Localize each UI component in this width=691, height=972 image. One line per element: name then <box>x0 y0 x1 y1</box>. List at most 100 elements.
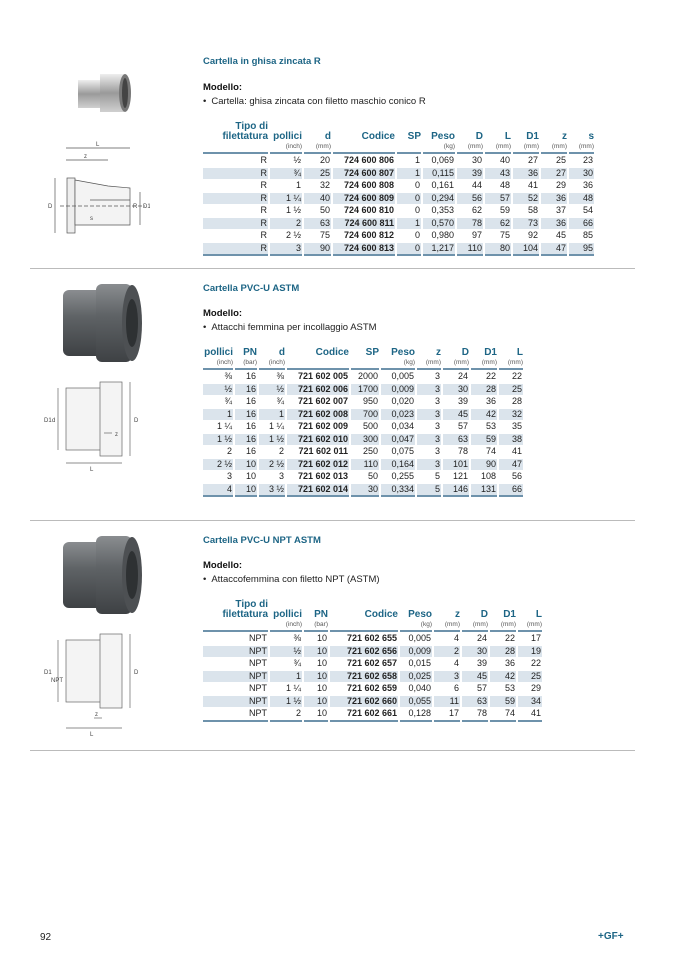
table-cell: 22 <box>504 633 515 643</box>
table-row: 2 ½ 10 2 ½ 721 602 012 110 0,164 3 101 90 47 <box>203 458 523 470</box>
table-cell: ¾ <box>293 658 301 668</box>
table-cell: NPT <box>249 683 267 693</box>
column-unit: (mm) <box>472 621 488 628</box>
table-cell: 50 <box>367 471 378 481</box>
dim-label: NPT <box>51 678 63 684</box>
table-cell: 95 <box>569 242 594 256</box>
table-cell: 2 <box>270 708 302 722</box>
column-unit: (bar) <box>314 621 328 628</box>
table-cell: 80 <box>485 242 511 256</box>
column-header: L (mm) <box>485 122 511 154</box>
product-code: 721 602 009 <box>297 421 348 431</box>
table-cell: 36 <box>504 658 515 668</box>
column-unit: (mm) <box>315 143 331 150</box>
table-cell: 1 ¼ <box>216 421 232 431</box>
table-cell: 36 <box>582 180 593 190</box>
table-cell: 0,334 <box>381 483 415 497</box>
table-cell: 90 <box>304 242 331 256</box>
table-cell: 3 <box>417 433 441 445</box>
table-cell: 0,353 <box>431 205 454 215</box>
table-row: NPT 2 10 721 602 661 0,128 17 78 74 41 <box>203 708 542 722</box>
table-row: 3 10 3 721 602 013 50 0,255 5 121 108 56 <box>203 471 523 483</box>
divider <box>30 750 635 751</box>
table-cell: 54 <box>582 205 593 215</box>
table-cell: 0,161 <box>431 180 454 190</box>
table-cell: 2 ½ <box>285 230 301 240</box>
table-cell: 110 <box>351 458 379 470</box>
column-label: Codice <box>364 609 398 620</box>
product-code: 724 600 811 <box>333 217 395 229</box>
column-header: pollici (inch) <box>270 600 302 632</box>
column-label: Tipo di filettatura <box>222 599 268 620</box>
column-unit: (inch) <box>268 359 285 366</box>
dim-label: D1 <box>44 670 52 676</box>
table-cell: NPT <box>203 645 268 657</box>
table-cell: 10 <box>304 708 328 722</box>
table-cell: 0,115 <box>423 167 455 179</box>
dim-label: d <box>52 418 55 424</box>
table-cell: 0,040 <box>408 683 431 693</box>
column-unit: (mm) <box>425 359 441 366</box>
technical-drawing-ghisa: L z D R D1 s <box>48 142 150 234</box>
product-code: 721 602 661 <box>330 708 398 722</box>
column-header: PN (bar) <box>304 600 328 632</box>
column-unit: (kg) <box>403 359 415 366</box>
table-cell: 30 <box>443 383 469 395</box>
column-label: L <box>504 131 511 142</box>
column-label: PN <box>243 347 257 358</box>
table-row: 2 16 2 721 602 011 250 0,075 3 78 74 41 <box>203 446 523 458</box>
table-cell: 36 <box>541 217 567 229</box>
table-cell: 3 <box>417 458 441 470</box>
table-cell: 4 <box>453 633 459 643</box>
column-label: D1 <box>526 131 539 142</box>
table-cell: 78 <box>457 446 468 456</box>
column-unit <box>333 142 395 151</box>
column-header: d (mm) <box>304 122 331 154</box>
table-cell: 97 <box>471 230 482 240</box>
column-unit: (inch) <box>285 143 302 150</box>
table-cell: 4 <box>453 658 459 668</box>
column-label: pollici <box>204 347 233 358</box>
table-cell: 25 <box>304 167 331 179</box>
table-cell: 0,164 <box>381 458 415 470</box>
column-unit: (mm) <box>551 143 567 150</box>
column-header: PN (bar) <box>235 348 257 370</box>
product-code: 721 602 658 <box>330 670 398 682</box>
table-cell: 32 <box>499 408 523 420</box>
table-cell: NPT <box>249 658 267 668</box>
section-title: Cartella in ghisa zincata R <box>203 56 321 67</box>
table-row: ¾ 16 ¾ 721 602 007 950 0,020 3 39 36 28 <box>203 396 523 408</box>
table-cell: ⅜ <box>224 371 232 381</box>
table-cell: 2 <box>226 446 232 456</box>
table-cell: ½ <box>203 383 233 395</box>
table-cell: 3 ½ <box>259 483 285 497</box>
table-cell: 0,020 <box>391 396 414 406</box>
column-unit <box>397 142 421 151</box>
column-unit: (mm) <box>500 621 516 628</box>
column-label: D1 <box>484 347 497 358</box>
column-label: L <box>535 609 542 620</box>
dim-label: L <box>90 467 94 473</box>
table-row: NPT 1 ½ 10 721 602 660 0,055 11 63 59 34 <box>203 695 542 707</box>
column-header: z (mm) <box>417 348 441 370</box>
dim-label: z <box>95 712 98 718</box>
table-cell: 35 <box>511 421 522 431</box>
table-cell: 10 <box>316 683 327 693</box>
product-code: 724 600 813 <box>333 242 395 256</box>
column-unit <box>351 358 379 367</box>
column-unit: (kg) <box>443 143 455 150</box>
table-row: 1 ¼ 16 1 ¼ 721 602 009 500 0,034 3 57 53 35 <box>203 421 523 433</box>
table-cell: 40 <box>304 192 331 204</box>
column-unit <box>287 358 349 367</box>
product-code: 724 600 810 <box>343 205 394 215</box>
spec-table-pvc-astm: pollici (inch) PN (bar) d (inch) Codice SP Pes… <box>201 347 525 498</box>
product-photo-ghisa <box>78 74 131 112</box>
table-cell: 10 <box>304 695 328 707</box>
table-cell: 44 <box>471 180 482 190</box>
dim-label: z <box>84 154 87 160</box>
product-code: 721 602 014 <box>287 483 349 497</box>
table-cell: 5 <box>417 483 441 497</box>
table-row: NPT ½ 10 721 602 656 0,009 2 30 28 19 <box>203 645 542 657</box>
modello-label: Modello: <box>203 308 243 319</box>
table-cell: 56 <box>457 192 483 204</box>
